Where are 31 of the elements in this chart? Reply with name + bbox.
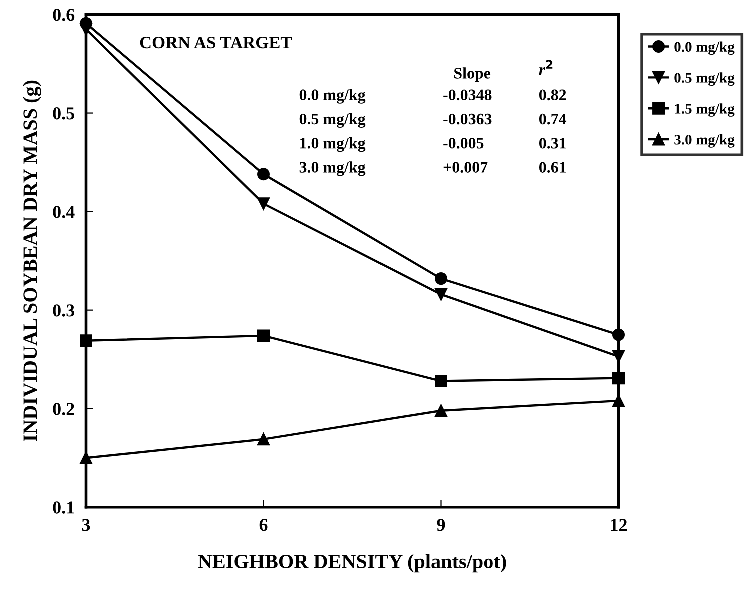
y-tick-label: 0.2 <box>53 403 74 416</box>
x-tick-label: 9 <box>437 519 446 532</box>
y-tick-label: 0.4 <box>53 206 75 218</box>
annotation: +0.007 <box>444 162 488 174</box>
legend-label: 0.0 mg/kg <box>674 42 735 56</box>
annotation: 0.5 mg/kg <box>300 113 366 128</box>
annotation: 0.0 mg/kg <box>300 89 366 104</box>
legend-label: 0.5 mg/kg <box>674 72 735 86</box>
annotation: 0.31 <box>539 138 566 149</box>
annotation: 0.82 <box>539 90 566 101</box>
y-tick-label: 0.3 <box>53 304 75 317</box>
annotation: -0.005 <box>444 138 484 149</box>
annotation: 3.0 mg/kg <box>300 162 366 176</box>
annotation: r$^{2}$ <box>539 60 553 76</box>
x-tick-label: 12 <box>611 519 627 532</box>
annotation: -0.0348 <box>444 90 492 101</box>
annotation: CORN AS TARGET <box>140 36 292 49</box>
annotation: Slope <box>454 68 491 82</box>
y-tick-label: 0.6 <box>53 9 75 22</box>
legend-label: 3.0 mg/kg <box>674 134 735 148</box>
annotation: 0.74 <box>539 114 567 125</box>
x-tick-label: 3 <box>82 519 90 532</box>
annotation: 1.0 mg/kg <box>300 138 366 152</box>
y-axis-title: INDIVIDUAL SOYBEAN DRY MASS (g) <box>23 80 42 442</box>
x-axis-title: NEIGHBOR DENSITY (plants/pot) <box>198 554 506 573</box>
legend-label: 1.5 mg/kg <box>675 104 735 117</box>
y-tick-label: 0.5 <box>53 108 74 120</box>
y-tick-label: 0.1 <box>53 502 74 514</box>
annotation: -0.0363 <box>444 114 492 125</box>
annotation: 0.61 <box>539 162 566 174</box>
x-tick-label: 6 <box>260 519 268 532</box>
